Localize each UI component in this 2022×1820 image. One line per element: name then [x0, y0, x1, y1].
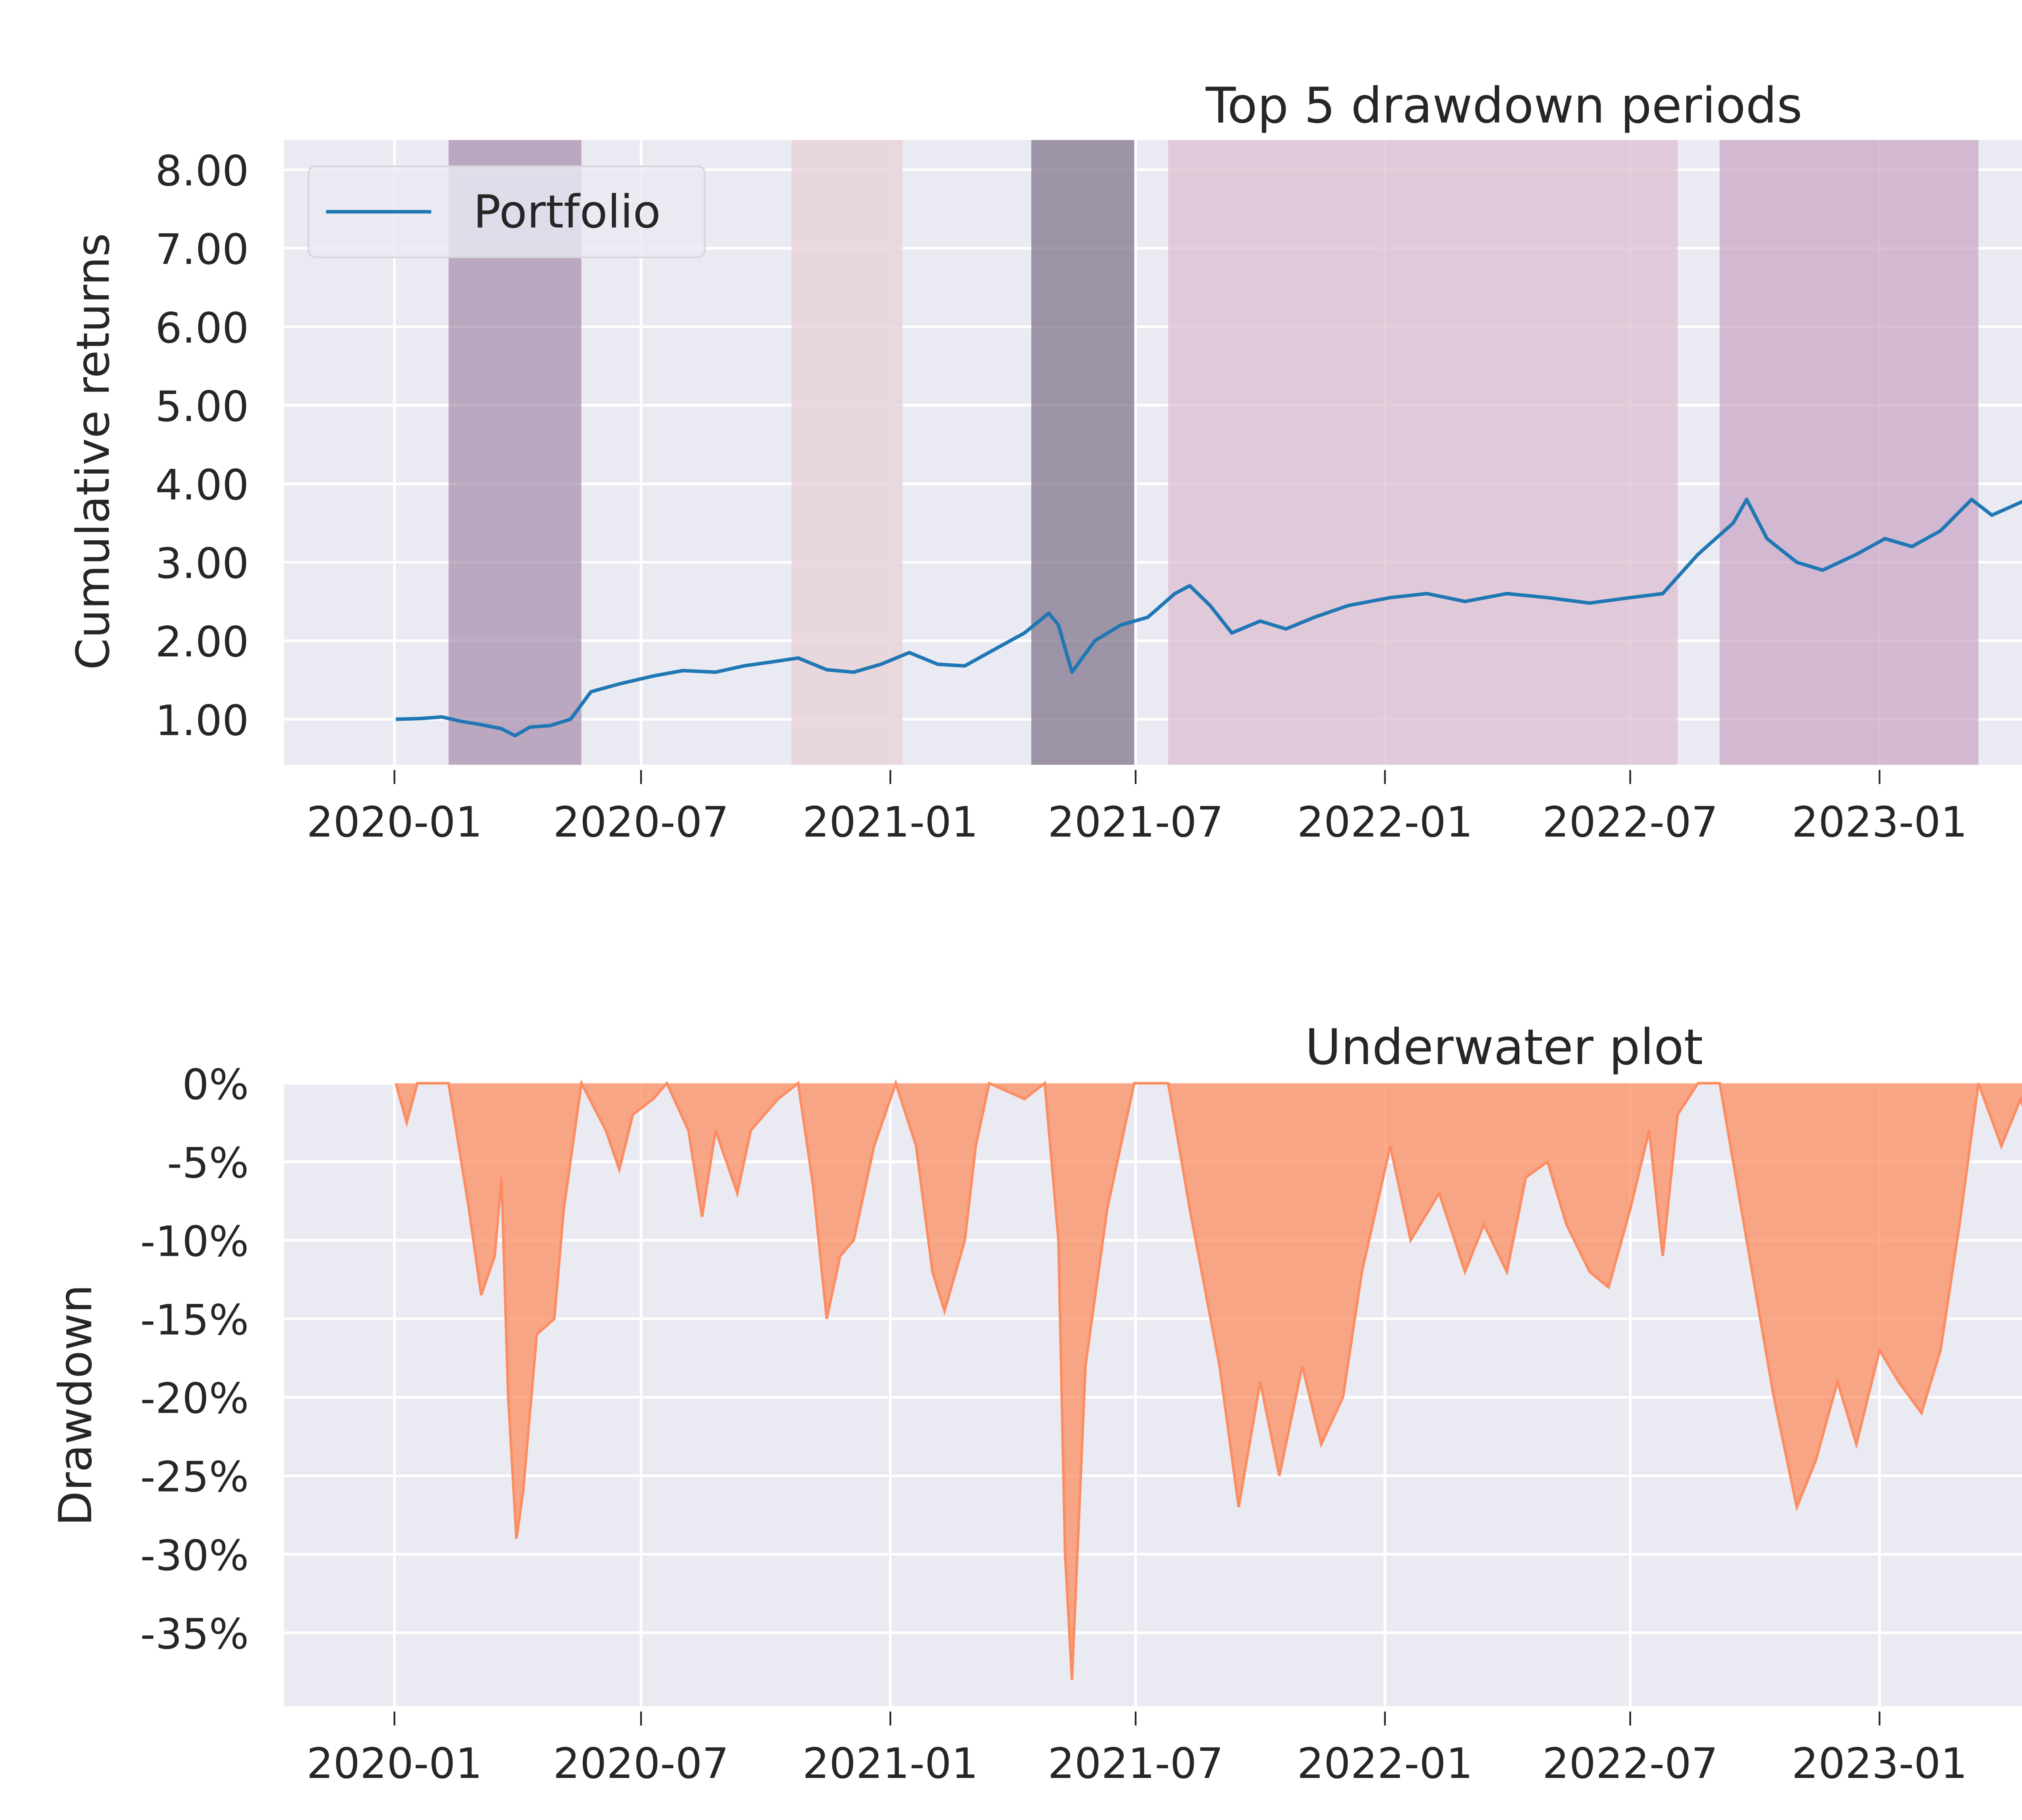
legend-box — [307, 165, 706, 258]
top-x-tick-label: 2020-07 — [553, 798, 729, 847]
bottom-x-tick-label: 2021-01 — [802, 1739, 978, 1788]
underwater-panel: Underwater plot 0% -5% -10% -15% -20% -25% -30… — [49, 1018, 2022, 1788]
bottom-y-tick-label: -25% — [140, 1453, 249, 1502]
top-y-tick-label: 4.00 — [155, 461, 249, 510]
bottom-y-tick-label: 0% — [182, 1060, 249, 1109]
bottom-x-tick-label: 2020-01 — [307, 1739, 482, 1788]
bottom-chart-title: Underwater plot — [1305, 1018, 1703, 1076]
bottom-y-tick-label: -10% — [140, 1217, 249, 1266]
top-y-tick-label: 5.00 — [155, 382, 249, 431]
portfolio-line — [396, 497, 2022, 738]
top-x-tick-label: 2022-07 — [1542, 798, 1718, 847]
legend: Portfolio — [307, 165, 706, 258]
bottom-x-tick-label: 2023-01 — [1791, 1739, 1967, 1788]
legend-label-portfolio: Portfolio — [473, 185, 661, 239]
bottom-x-tick-label: 2020-07 — [553, 1739, 729, 1788]
top-x-tick-labels: 2020-01 2020-07 2021-01 2021-07 2022-01 2022-… — [307, 770, 1967, 847]
bottom-y-tick-label: -20% — [140, 1374, 249, 1423]
bottom-y-tick-label: -15% — [140, 1296, 249, 1345]
top-x-tick-label: 2023-01 — [1791, 798, 1967, 847]
bottom-y-tick-label: -35% — [140, 1610, 249, 1659]
drawdown-area-layer — [394, 1079, 2022, 1680]
top-x-tick-label: 2021-07 — [1048, 798, 1224, 847]
top-y-tick-label: 1.00 — [155, 696, 249, 745]
top-y-tick-label: 7.00 — [155, 225, 249, 274]
bottom-x-tick-label: 2021-07 — [1048, 1739, 1224, 1788]
bottom-x-tick-labels: 2020-01 2020-07 2021-01 2021-07 2022-01 2022-… — [307, 1711, 1967, 1788]
drawdown-area — [396, 1083, 2022, 1680]
drawdown-line — [394, 1079, 2022, 1680]
top-y-axis-title: Cumulative returns — [66, 233, 120, 670]
top-y-tick-label: 3.00 — [155, 539, 249, 588]
drawdown-period-2 — [791, 140, 903, 765]
bottom-x-tick-label: 2022-07 — [1542, 1739, 1718, 1788]
cumulative-returns-panel: Top 5 drawdown periods 1.00 2.00 3.00 4.00 5… — [66, 77, 2022, 847]
bottom-y-axis-title: Drawdown — [49, 1285, 102, 1526]
bottom-y-tick-labels: 0% -5% -10% -15% -20% -25% -30% -35% — [140, 1060, 249, 1659]
top-y-tick-labels: 1.00 2.00 3.00 4.00 5.00 6.00 7.00 8.00 — [155, 147, 249, 745]
bottom-y-tick-label: -30% — [140, 1531, 249, 1580]
bottom-x-tick-label: 2022-01 — [1297, 1739, 1473, 1788]
drawdown-period-5 — [1720, 140, 1979, 765]
top-x-tick-label: 2022-01 — [1297, 798, 1473, 847]
drawdown-period-3 — [1031, 140, 1134, 765]
top-y-tick-label: 2.00 — [155, 618, 249, 667]
top-x-tick-label: 2021-01 — [802, 798, 978, 847]
top-y-tick-label: 6.00 — [155, 304, 249, 353]
drawdown-period-4 — [1168, 140, 1678, 765]
bottom-plot-background — [284, 1083, 2022, 1706]
bottom-y-tick-label: -5% — [167, 1139, 249, 1187]
top-chart-title: Top 5 drawdown periods — [1205, 77, 1802, 134]
portfolio-line-layer — [396, 497, 2022, 738]
top-y-tick-label: 8.00 — [155, 147, 249, 196]
top-x-tick-label: 2020-01 — [307, 798, 482, 847]
